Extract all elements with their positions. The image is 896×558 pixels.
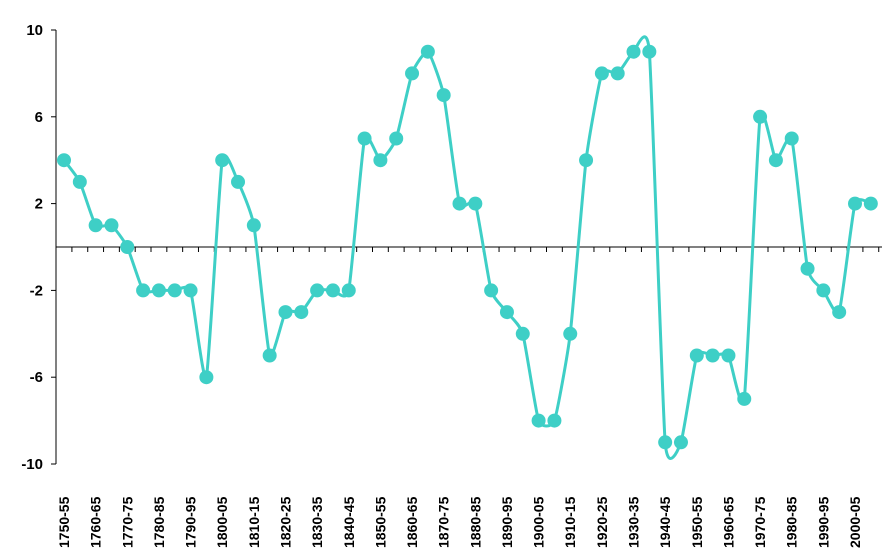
data-point <box>420 44 435 59</box>
data-point <box>642 44 657 59</box>
x-tick-label: 1960-65 <box>720 496 736 548</box>
data-point <box>310 283 325 298</box>
data-point <box>151 283 166 298</box>
x-tick-label: 2000-05 <box>847 496 863 548</box>
x-tick-label: 1860-65 <box>404 496 420 548</box>
y-tick-label: 6 <box>35 109 43 126</box>
data-point <box>57 153 71 168</box>
data-point <box>468 196 483 211</box>
data-points <box>57 44 878 450</box>
x-tick-label: 1840-45 <box>341 496 357 548</box>
data-point <box>563 326 578 341</box>
data-point <box>136 283 151 298</box>
x-tick-label: 1830-35 <box>309 496 325 548</box>
data-point <box>436 88 451 103</box>
x-tick-label: 1800-05 <box>214 496 230 548</box>
data-point <box>753 109 768 124</box>
data-point <box>199 370 214 385</box>
data-point <box>294 305 309 320</box>
data-point <box>531 413 546 428</box>
data-point <box>499 305 514 320</box>
data-point <box>341 283 356 298</box>
data-point <box>104 218 119 233</box>
x-tick-label: 1780-85 <box>151 496 167 548</box>
data-point <box>72 174 87 189</box>
x-tick-label: 1920-25 <box>594 496 610 548</box>
data-point <box>737 391 752 406</box>
data-point <box>863 196 878 211</box>
x-tick-label: 1950-55 <box>689 496 705 548</box>
data-point <box>88 218 103 233</box>
x-tick-label: 1870-75 <box>436 496 452 548</box>
data-point <box>389 131 404 146</box>
x-tick-label: 1990-95 <box>815 496 831 548</box>
data-point <box>452 196 467 211</box>
x-tick-label: 1810-15 <box>246 496 262 548</box>
x-tick-label: 1930-35 <box>626 496 642 548</box>
data-point <box>120 240 135 254</box>
x-tick-label: 1850-55 <box>372 496 388 548</box>
axes <box>55 30 882 464</box>
data-point <box>357 131 372 146</box>
data-point <box>278 305 293 320</box>
x-tick-label: 1760-65 <box>88 496 104 548</box>
data-point <box>215 153 230 168</box>
data-point <box>183 283 198 298</box>
data-point <box>626 44 641 59</box>
x-tick-label: 1770-75 <box>119 496 135 548</box>
data-point <box>515 326 530 341</box>
data-point <box>784 131 799 146</box>
y-tick-label: 2 <box>35 196 43 213</box>
x-tick-label: 1940-45 <box>657 496 673 548</box>
data-point <box>405 66 420 81</box>
data-point <box>673 435 688 450</box>
data-point <box>579 153 594 168</box>
x-tick-label: 1820-25 <box>277 496 293 548</box>
x-tick-label: 1970-75 <box>752 496 768 548</box>
y-axis-ticks: 10 6 2 -2 -6 -10 <box>21 22 56 473</box>
x-tick-label: 1880-85 <box>467 496 483 548</box>
data-point <box>167 283 182 298</box>
data-point <box>547 413 562 428</box>
data-point <box>246 218 261 233</box>
x-tick-label: 1790-95 <box>183 496 199 548</box>
data-point <box>800 261 815 276</box>
data-point <box>848 196 862 211</box>
x-tick-label: 1900-05 <box>531 496 547 548</box>
data-point <box>721 348 736 363</box>
y-tick-label: -2 <box>30 282 43 299</box>
data-point <box>768 153 783 168</box>
x-tick-label: 1980-85 <box>784 496 800 548</box>
data-point <box>689 348 704 363</box>
x-axis-ticks: 1750-55 1760-65 1770-75 1780-85 1790-95 1800-… <box>56 247 880 548</box>
data-point <box>594 66 609 81</box>
data-point <box>610 66 625 81</box>
y-tick-label: -10 <box>21 456 43 473</box>
x-tick-label: 1890-95 <box>499 496 515 548</box>
x-tick-label: 1750-55 <box>56 496 72 548</box>
data-point <box>262 348 277 363</box>
data-point <box>658 435 673 450</box>
data-point <box>484 283 499 298</box>
data-point <box>832 305 847 320</box>
data-point <box>325 283 340 298</box>
x-tick-label: 1910-15 <box>562 496 578 548</box>
data-point <box>816 283 831 298</box>
data-point <box>373 153 388 168</box>
data-point <box>705 348 720 363</box>
data-point <box>231 174 246 189</box>
y-tick-label: -6 <box>30 369 43 386</box>
y-tick-label: 10 <box>26 22 43 39</box>
